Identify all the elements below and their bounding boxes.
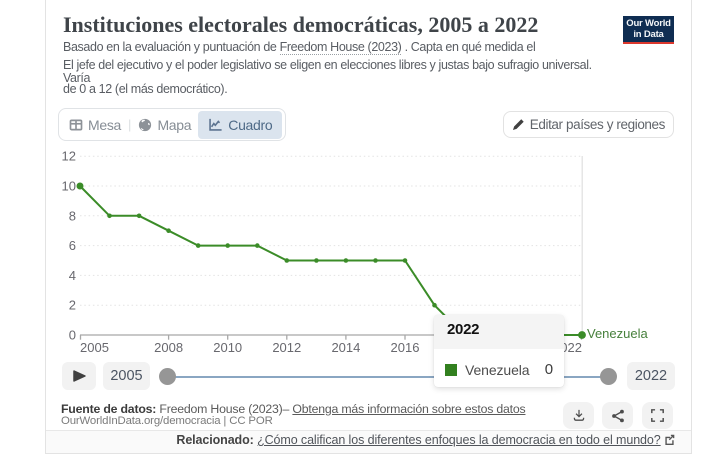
svg-text:2016: 2016 — [391, 340, 420, 355]
svg-text:12: 12 — [62, 149, 76, 164]
svg-text:0: 0 — [69, 328, 76, 343]
svg-text:10: 10 — [62, 179, 76, 194]
svg-text:2012: 2012 — [272, 340, 301, 355]
svg-text:2014: 2014 — [331, 340, 360, 355]
svg-text:2: 2 — [69, 298, 76, 313]
svg-text:8: 8 — [69, 208, 76, 223]
svg-text:2010: 2010 — [213, 340, 242, 355]
svg-text:4: 4 — [69, 268, 76, 283]
svg-text:Venezuela: Venezuela — [587, 326, 648, 341]
svg-text:6: 6 — [69, 238, 76, 253]
svg-text:2005: 2005 — [80, 340, 109, 355]
svg-text:2008: 2008 — [154, 340, 183, 355]
